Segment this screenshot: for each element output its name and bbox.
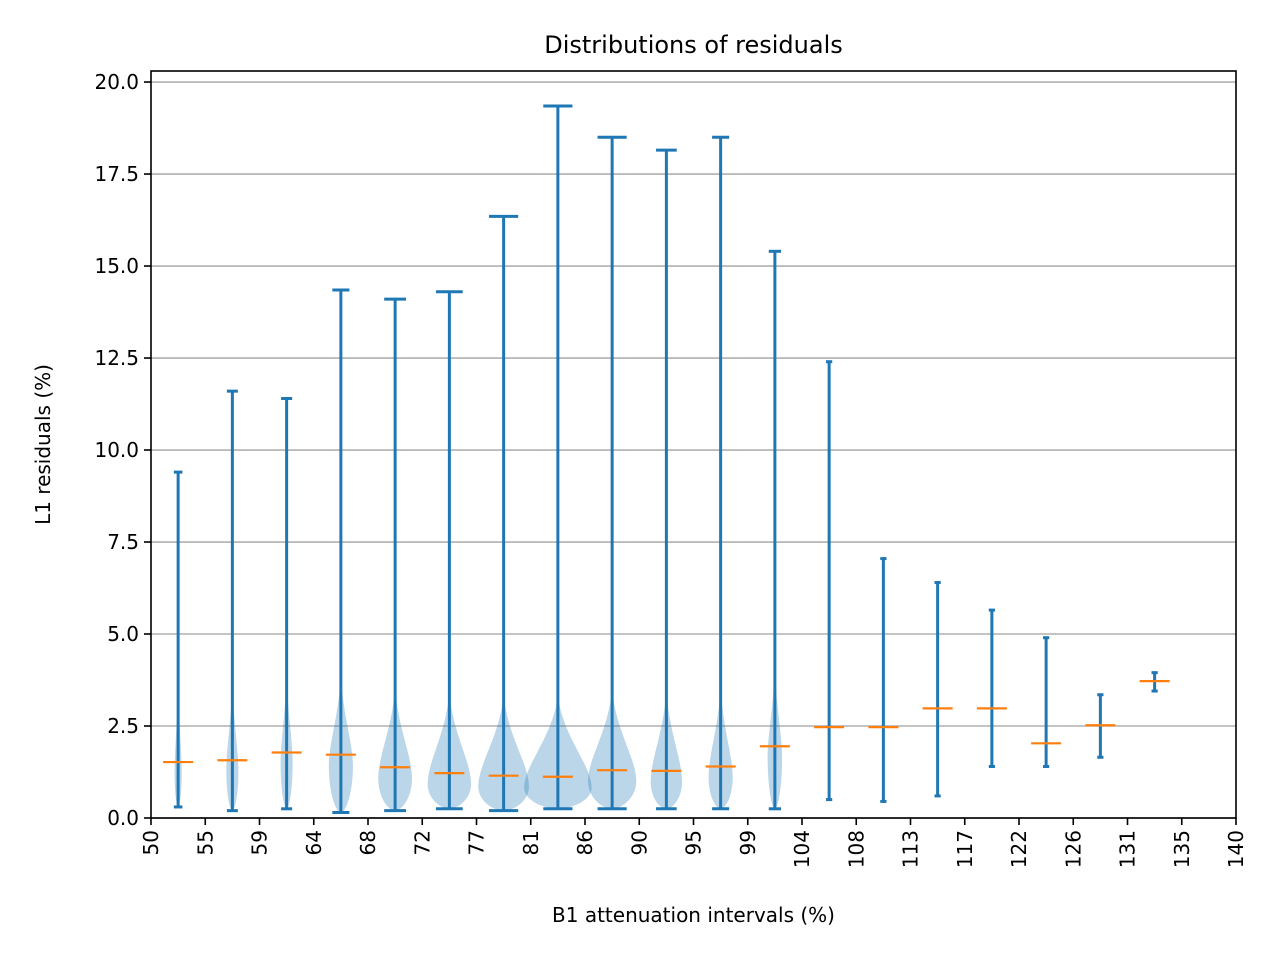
- y-axis-title: L1 residuals (%): [31, 364, 55, 525]
- x-tick-label: 81: [519, 830, 543, 855]
- y-tick-label: 12.5: [94, 346, 139, 370]
- y-tick-label: 0.0: [107, 806, 139, 830]
- x-tick-label: 104: [790, 830, 814, 868]
- x-tick-label: 113: [899, 830, 923, 868]
- x-tick-label: 126: [1061, 830, 1085, 868]
- x-tick-label: 117: [953, 830, 977, 868]
- x-tick-label: 140: [1224, 830, 1248, 868]
- x-tick-label: 131: [1116, 830, 1140, 868]
- x-tick-label: 95: [682, 830, 706, 855]
- x-tick-label: 108: [844, 830, 868, 868]
- y-tick-label: 15.0: [94, 254, 139, 278]
- x-axis-title: B1 attenuation intervals (%): [552, 903, 835, 927]
- x-tick-label: 99: [736, 830, 760, 855]
- axis-layer: 0.0 2.5 5.0 7.5 10.0 12.5 15.0 17.5 20.0 50 55 59 64…: [94, 70, 1248, 868]
- x-tick-label: 122: [1007, 830, 1031, 868]
- x-tick-label: 59: [248, 830, 272, 855]
- x-tick-label: 86: [573, 830, 597, 855]
- grid-layer: [151, 81, 1236, 819]
- x-tick-label: 77: [465, 830, 489, 855]
- x-tick-label: 90: [627, 830, 651, 855]
- x-tick-label: 55: [193, 830, 217, 855]
- x-tick-label: 135: [1170, 830, 1194, 868]
- y-tick-label: 17.5: [94, 162, 139, 186]
- x-tick-label: 64: [302, 830, 326, 855]
- y-tick-label: 5.0: [107, 622, 139, 646]
- y-tick-label: 2.5: [107, 714, 139, 738]
- x-tick-label: 50: [139, 830, 163, 855]
- y-tick-label: 7.5: [107, 530, 139, 554]
- x-tick-label: 72: [410, 830, 434, 855]
- chart-title: Distributions of residuals: [544, 31, 843, 59]
- violin-layer: [163, 104, 1170, 814]
- y-tick-label: 20.0: [94, 70, 139, 94]
- y-tick-label: 10.0: [94, 438, 139, 462]
- x-tick-label: 68: [356, 830, 380, 855]
